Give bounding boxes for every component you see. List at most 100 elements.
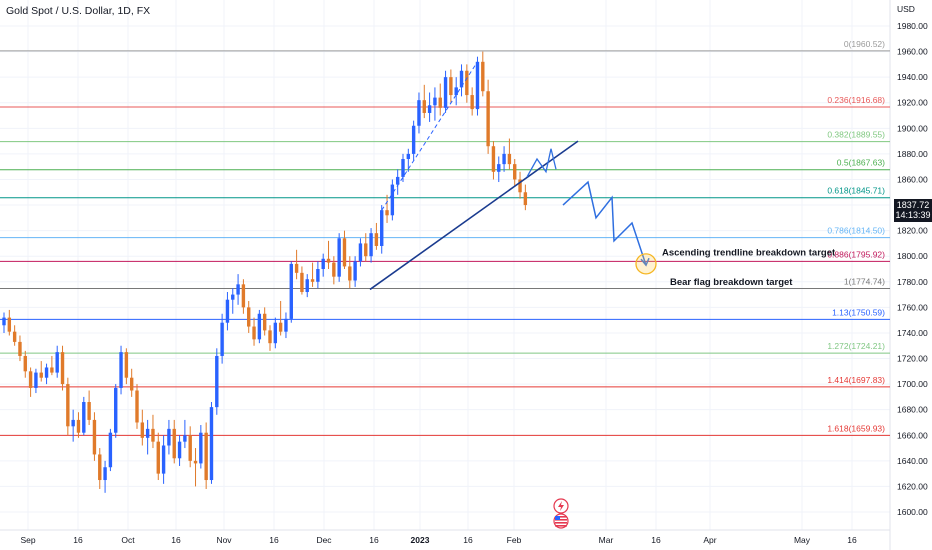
y-tick-label: 1680.00 bbox=[897, 405, 928, 415]
candle-body bbox=[305, 279, 309, 293]
candle-body bbox=[215, 355, 219, 408]
candle-body bbox=[7, 317, 12, 332]
candle-body bbox=[513, 164, 517, 180]
candle-body bbox=[156, 441, 160, 474]
candle-body bbox=[332, 262, 336, 277]
candle-body bbox=[470, 95, 474, 110]
x-tick-label: Mar bbox=[599, 535, 614, 545]
candle-body bbox=[369, 233, 373, 257]
candle-body bbox=[289, 263, 293, 319]
annotation-bear-flag-target: Bear flag breakdown target bbox=[670, 277, 793, 288]
current-price: 1837.72 bbox=[896, 200, 930, 210]
candle-body bbox=[44, 367, 49, 378]
candle-body bbox=[2, 317, 6, 326]
candle-body bbox=[262, 313, 267, 331]
y-tick-label: 1660.00 bbox=[897, 430, 928, 440]
candle-body bbox=[465, 70, 469, 96]
us-flag-canton bbox=[555, 516, 560, 520]
candle-body bbox=[12, 331, 17, 342]
candle-body bbox=[92, 419, 97, 455]
candle-body bbox=[268, 330, 272, 344]
projection-path bbox=[562, 180, 647, 266]
candle-body bbox=[87, 402, 91, 420]
fib-level-label: 0(1960.52) bbox=[844, 39, 885, 49]
candle-body bbox=[385, 210, 389, 216]
candle-body bbox=[193, 460, 198, 464]
candle-body bbox=[114, 387, 118, 433]
x-tick-label: May bbox=[794, 535, 811, 545]
ascending-trendline bbox=[369, 140, 579, 291]
bear-flag-path bbox=[526, 148, 557, 178]
candle-body bbox=[209, 407, 214, 481]
candle-body bbox=[28, 371, 33, 388]
x-tick-label: 16 bbox=[369, 535, 379, 545]
y-tick-label: 1820.00 bbox=[897, 226, 928, 236]
us-flag-stripe bbox=[555, 522, 567, 524]
candle-body bbox=[257, 313, 262, 340]
y-tick-label: 1780.00 bbox=[897, 277, 928, 287]
y-tick-label: 1720.00 bbox=[897, 354, 928, 364]
candle-body bbox=[374, 233, 379, 246]
candle-body bbox=[417, 100, 421, 126]
y-tick-label: 1740.00 bbox=[897, 328, 928, 338]
fib-level-label: 0.382(1889.55) bbox=[827, 130, 885, 140]
candle-body bbox=[273, 322, 278, 344]
y-tick-label: 1800.00 bbox=[897, 251, 928, 261]
candle-body bbox=[486, 91, 490, 147]
candle-body bbox=[353, 261, 357, 281]
fib-level-label: 1.272(1724.21) bbox=[827, 341, 885, 351]
candle-body bbox=[411, 125, 416, 154]
candle-body bbox=[438, 97, 442, 108]
candle-body bbox=[183, 435, 187, 442]
candle-body bbox=[507, 153, 512, 165]
candle-body bbox=[310, 279, 315, 282]
chart-title: Gold Spot / U.S. Dollar, 1D, FX bbox=[6, 5, 151, 17]
candle-body bbox=[140, 422, 145, 438]
candle-body bbox=[119, 352, 123, 388]
candle-body bbox=[60, 352, 65, 385]
x-tick-label: 16 bbox=[73, 535, 83, 545]
candle-body bbox=[497, 164, 501, 172]
candle-body bbox=[66, 384, 70, 427]
candle-body bbox=[161, 445, 166, 474]
us-flag-stripe bbox=[555, 525, 567, 527]
x-tick-label: Oct bbox=[121, 535, 135, 545]
candle-body bbox=[443, 77, 448, 108]
candle-body bbox=[145, 428, 150, 438]
candle-body bbox=[76, 419, 81, 433]
x-tick-label: 2023 bbox=[411, 535, 430, 545]
us-flag-stripe bbox=[555, 519, 567, 521]
candle-body bbox=[348, 266, 352, 281]
x-tick-label: Sep bbox=[20, 535, 35, 545]
candle-body bbox=[337, 238, 341, 277]
candle-body bbox=[129, 377, 134, 391]
bar-countdown: 14:13:39 bbox=[895, 210, 931, 220]
candle-body bbox=[406, 153, 411, 160]
candle-body bbox=[108, 432, 113, 468]
candle-body bbox=[23, 355, 27, 372]
candle-body bbox=[135, 390, 139, 423]
candle-body bbox=[98, 454, 102, 481]
candle-body bbox=[454, 87, 458, 96]
candle-body bbox=[71, 419, 75, 427]
fib-level-label: 1.618(1659.93) bbox=[827, 423, 885, 433]
candle-body bbox=[380, 210, 384, 246]
candle-body bbox=[220, 322, 224, 356]
candle-body bbox=[204, 432, 208, 481]
candle-body bbox=[316, 269, 320, 282]
candle-body bbox=[326, 258, 331, 263]
candle-body bbox=[284, 318, 288, 332]
x-tick-label: Dec bbox=[316, 535, 332, 545]
candle-body bbox=[342, 238, 347, 267]
fib-level-label: 0.5(1867.63) bbox=[837, 158, 885, 168]
y-tick-label: 1600.00 bbox=[897, 507, 928, 517]
candle-body bbox=[34, 372, 38, 388]
y-tick-label: 1960.00 bbox=[897, 47, 928, 57]
x-tick-label: 16 bbox=[651, 535, 661, 545]
candle-body bbox=[449, 77, 453, 96]
candle-body bbox=[459, 70, 464, 88]
candle-body bbox=[422, 100, 426, 113]
x-tick-label: Feb bbox=[507, 535, 522, 545]
candle-body bbox=[300, 272, 304, 293]
